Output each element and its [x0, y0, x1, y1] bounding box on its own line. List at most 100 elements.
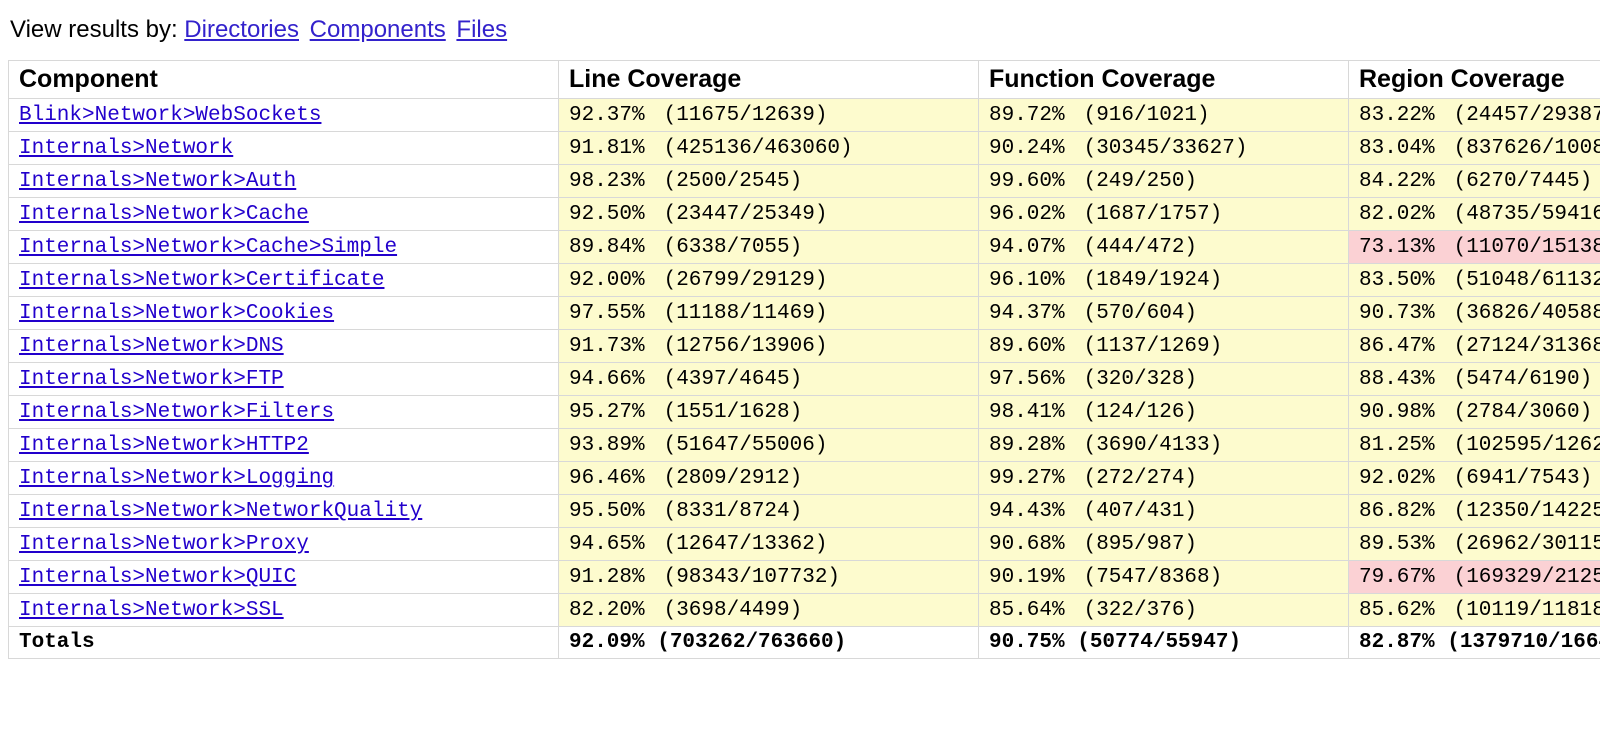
function-coverage-cell: 96.10% (1849/1924)	[979, 264, 1349, 297]
region-coverage-cell: 85.62% (10119/11818)	[1349, 594, 1600, 627]
table-header-row: Component Line Coverage Function Coverag…	[9, 61, 1600, 99]
col-header-component: Component	[9, 61, 559, 99]
table-row: Internals>Network>FTP 94.66% (4397/4645)9…	[9, 363, 1600, 396]
function-coverage-cell: 94.37% (570/604)	[979, 297, 1349, 330]
totals-line-coverage: 92.09% (703262/763660)	[559, 627, 979, 659]
function-coverage-cell: 97.56% (320/328)	[979, 363, 1349, 396]
line-coverage-cell: 91.28% (98343/107732)	[559, 561, 979, 594]
region-coverage-cell: 79.67% (169329/212525)	[1349, 561, 1600, 594]
table-row: Blink>Network>WebSockets92.37% (11675/12…	[9, 99, 1600, 132]
region-coverage-cell: 81.25% (102595/126274)	[1349, 429, 1600, 462]
component-link[interactable]: Internals>Network>SSL	[19, 599, 284, 622]
table-row: Internals>Network>Cache>Simple 89.84% (63…	[9, 231, 1600, 264]
component-name-cell: Internals>Network>HTTP2	[9, 429, 559, 462]
table-row: Internals>Network>Logging 96.46% (2809/29…	[9, 462, 1600, 495]
table-row: Internals>Network>Proxy 94.65% (12647/133…	[9, 528, 1600, 561]
component-link[interactable]: Internals>Network>Cookies	[19, 302, 334, 325]
component-link[interactable]: Internals>Network>Auth	[19, 170, 296, 193]
line-coverage-cell: 96.46% (2809/2912)	[559, 462, 979, 495]
line-coverage-cell: 91.73% (12756/13906)	[559, 330, 979, 363]
component-link[interactable]: Internals>Network>NetworkQuality	[19, 500, 422, 523]
totals-function-coverage: 90.75% (50774/55947)	[979, 627, 1349, 659]
function-coverage-cell: 99.60% (249/250)	[979, 165, 1349, 198]
component-link[interactable]: Internals>Network>FTP	[19, 368, 284, 391]
line-coverage-cell: 95.50% (8331/8724)	[559, 495, 979, 528]
function-coverage-cell: 89.60% (1137/1269)	[979, 330, 1349, 363]
component-name-cell: Internals>Network>NetworkQuality	[9, 495, 559, 528]
col-header-line-coverage: Line Coverage	[559, 61, 979, 99]
function-coverage-cell: 90.24% (30345/33627)	[979, 132, 1349, 165]
table-row: Internals>Network>SSL 82.20% (3698/4499) 8…	[9, 594, 1600, 627]
component-link[interactable]: Internals>Network>Logging	[19, 467, 334, 490]
component-link[interactable]: Internals>Network>Cache>Simple	[19, 236, 397, 259]
function-coverage-cell: 89.72% (916/1021)	[979, 99, 1349, 132]
component-link[interactable]: Internals>Network>Certificate	[19, 269, 384, 292]
region-coverage-cell: 86.82% (12350/14225)	[1349, 495, 1600, 528]
component-link[interactable]: Internals>Network>Cache	[19, 203, 309, 226]
view-results-by: View results by: Directories Components …	[10, 16, 1592, 44]
component-name-cell: Internals>Network>FTP	[9, 363, 559, 396]
region-coverage-cell: 82.02% (48735/59416)	[1349, 198, 1600, 231]
region-coverage-cell: 73.13% (11070/15138)	[1349, 231, 1600, 264]
line-coverage-cell: 94.66% (4397/4645)	[559, 363, 979, 396]
component-name-cell: Internals>Network>Proxy	[9, 528, 559, 561]
component-name-cell: Internals>Network>QUIC	[9, 561, 559, 594]
line-coverage-cell: 82.20% (3698/4499)	[559, 594, 979, 627]
line-coverage-cell: 94.65% (12647/13362)	[559, 528, 979, 561]
component-link[interactable]: Blink>Network>WebSockets	[19, 104, 321, 127]
coverage-table: Component Line Coverage Function Coverag…	[8, 60, 1600, 659]
view-results-by-label: View results by:	[10, 16, 184, 43]
line-coverage-cell: 98.23% (2500/2545)	[559, 165, 979, 198]
component-name-cell: Internals>Network>Auth	[9, 165, 559, 198]
totals-row: Totals92.09% (703262/763660)90.75% (5077…	[9, 627, 1600, 659]
component-name-cell: Internals>Network>SSL	[9, 594, 559, 627]
line-coverage-cell: 97.55% (11188/11469)	[559, 297, 979, 330]
table-row: Internals>Network>QUIC 91.28% (98343/1077…	[9, 561, 1600, 594]
component-link[interactable]: Internals>Network>Filters	[19, 401, 334, 424]
function-coverage-cell: 89.28% (3690/4133)	[979, 429, 1349, 462]
component-link[interactable]: Internals>Network>Proxy	[19, 533, 309, 556]
component-name-cell: Internals>Network>Filters	[9, 396, 559, 429]
col-header-function-coverage: Function Coverage	[979, 61, 1349, 99]
region-coverage-cell: 83.50% (51048/61132)	[1349, 264, 1600, 297]
view-by-link-components[interactable]: Components	[310, 16, 446, 43]
region-coverage-cell: 86.47% (27124/31368)	[1349, 330, 1600, 363]
component-name-cell: Internals>Network>Certificate	[9, 264, 559, 297]
component-link[interactable]: Internals>Network>DNS	[19, 335, 284, 358]
line-coverage-cell: 92.50% (23447/25349)	[559, 198, 979, 231]
component-name-cell: Internals>Network>Cache>Simple	[9, 231, 559, 264]
region-coverage-cell: 89.53% (26962/30115)	[1349, 528, 1600, 561]
line-coverage-cell: 91.81% (425136/463060)	[559, 132, 979, 165]
table-row: Internals>Network>NetworkQuality 95.50% (…	[9, 495, 1600, 528]
table-row: Internals>Network>Cache 92.50% (23447/253…	[9, 198, 1600, 231]
component-name-cell: Internals>Network>Cookies	[9, 297, 559, 330]
view-by-link-directories[interactable]: Directories	[184, 16, 299, 43]
view-by-link-files[interactable]: Files	[456, 16, 507, 43]
region-coverage-cell: 92.02% (6941/7543)	[1349, 462, 1600, 495]
totals-region-coverage: 82.87% (1379710/1664941)	[1349, 627, 1600, 659]
line-coverage-cell: 89.84% (6338/7055)	[559, 231, 979, 264]
line-coverage-cell: 93.89% (51647/55006)	[559, 429, 979, 462]
totals-label: Totals	[9, 627, 559, 659]
region-coverage-cell: 90.73% (36826/40588)	[1349, 297, 1600, 330]
table-row: Internals>Network>Certificate92.00% (267…	[9, 264, 1600, 297]
col-header-region-coverage: Region Coverage	[1349, 61, 1600, 99]
region-coverage-cell: 83.22% (24457/29387)	[1349, 99, 1600, 132]
table-row: Internals>Network>HTTP2 93.89% (51647/550…	[9, 429, 1600, 462]
component-name-cell: Internals>Network	[9, 132, 559, 165]
function-coverage-cell: 94.07% (444/472)	[979, 231, 1349, 264]
function-coverage-cell: 90.68% (895/987)	[979, 528, 1349, 561]
function-coverage-cell: 98.41% (124/126)	[979, 396, 1349, 429]
component-name-cell: Internals>Network>Cache	[9, 198, 559, 231]
component-link[interactable]: Internals>Network	[19, 137, 233, 160]
component-name-cell: Internals>Network>DNS	[9, 330, 559, 363]
function-coverage-cell: 94.43% (407/431)	[979, 495, 1349, 528]
function-coverage-cell: 90.19% (7547/8368)	[979, 561, 1349, 594]
component-name-cell: Blink>Network>WebSockets	[9, 99, 559, 132]
component-link[interactable]: Internals>Network>QUIC	[19, 566, 296, 589]
table-row: Internals>Network>Filters 95.27% (1551/16…	[9, 396, 1600, 429]
function-coverage-cell: 99.27% (272/274)	[979, 462, 1349, 495]
line-coverage-cell: 95.27% (1551/1628)	[559, 396, 979, 429]
region-coverage-cell: 84.22% (6270/7445)	[1349, 165, 1600, 198]
component-link[interactable]: Internals>Network>HTTP2	[19, 434, 309, 457]
